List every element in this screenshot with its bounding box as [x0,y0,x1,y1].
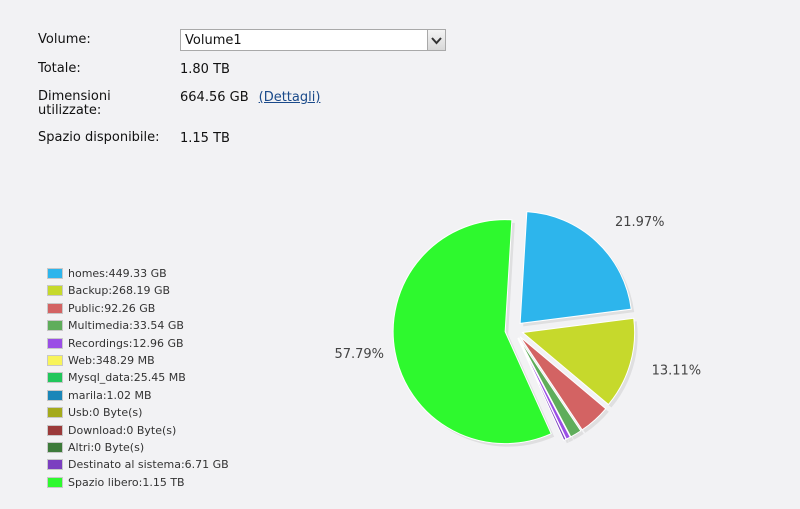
chevron-down-icon [431,37,442,45]
spazio-value: 1.15 TB [180,131,230,146]
legend-swatch [47,389,63,401]
legend-label: Recordings:12.96 GB [68,336,184,350]
legend-swatch [47,476,63,488]
legend-label: Altri:0 Byte(s) [68,440,145,454]
legend-swatch [47,441,63,453]
legend-label: marila:1.02 MB [68,388,152,402]
pie-slice [519,336,607,431]
legend-label: Multimedia:33.54 GB [68,319,184,333]
legend-label: homes:449.33 GB [68,267,167,280]
legend-label: Public:92.26 GB [68,301,156,315]
legend-swatch [47,302,63,314]
pie-slice-label: 13.11% [652,363,702,378]
legend-swatch [47,285,63,297]
legend-label: Download:0 Byte(s) [68,423,177,437]
legend-swatch [47,337,63,349]
dimensioni-value: 664.56 GB [180,90,249,105]
pie-slice-label: 57.79% [334,347,384,362]
dimensioni-label: Dimensioni utilizzate: [38,89,111,118]
legend-label: Mysql_data:25.45 MB [68,371,186,385]
legend-swatch [47,372,63,384]
pie-slice-label: 21.97% [615,215,665,230]
dimensioni-value-wrap: 664.56 GB (Dettagli) [180,90,320,105]
pie-slice [392,219,552,445]
dettagli-link[interactable]: (Dettagli) [258,90,321,105]
pie-slice [521,317,636,406]
spazio-label: Spazio disponibile: [38,130,160,145]
legend-swatch [47,268,63,279]
legend-swatch [47,320,63,332]
dropdown-button[interactable] [427,30,445,50]
legend-swatch [47,354,63,366]
legend-label: Web:348.29 MB [68,353,155,367]
legend-label: Usb:0 Byte(s) [68,406,143,420]
totale-value: 1.80 TB [180,62,230,77]
pie-slice [518,337,582,438]
legend-label: Spazio libero:1.15 TB [68,475,185,489]
volume-select[interactable]: Volume1 [180,29,446,51]
legend-label: Destinato al sistema:6.71 GB [68,458,229,472]
volume-select-value: Volume1 [185,33,242,48]
volume-label: Volume: [38,32,91,47]
legend-label: Backup:268.19 GB [68,284,171,298]
pie-slice [519,211,632,324]
legend-swatch [47,459,63,471]
legend-swatch [47,407,63,419]
totale-label: Totale: [38,61,81,76]
pie-slice [517,337,567,441]
legend-swatch [47,424,63,436]
